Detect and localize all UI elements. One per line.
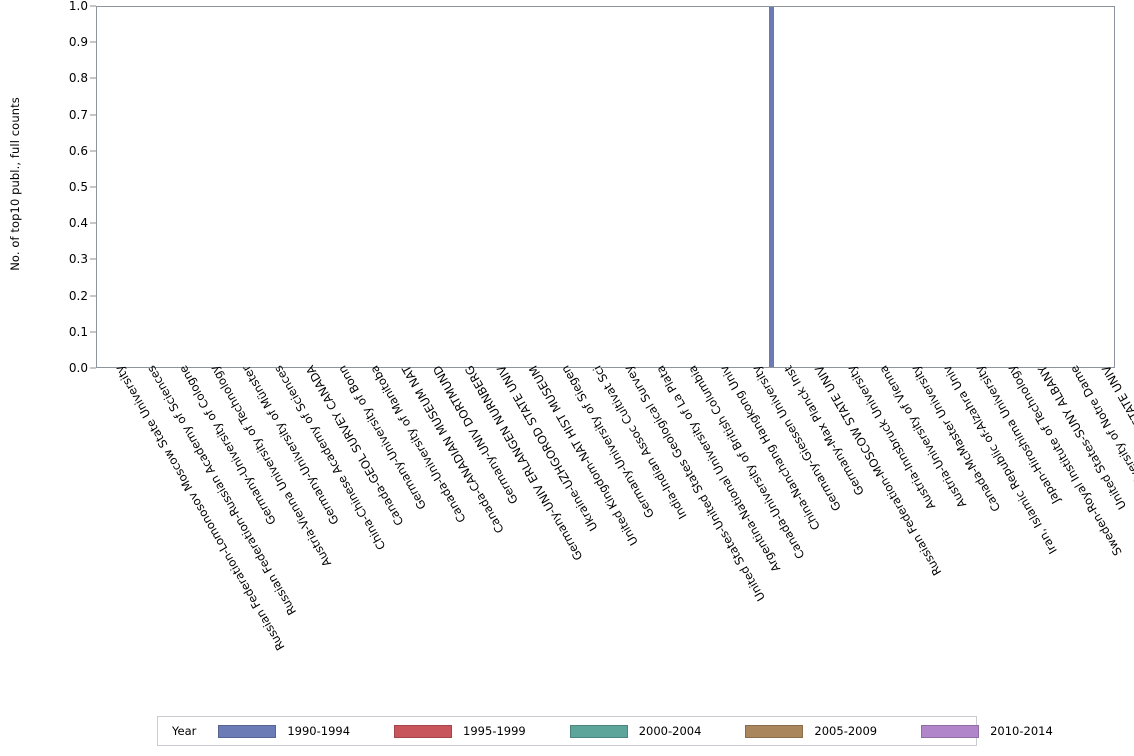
legend-color-swatch — [218, 724, 277, 738]
y-axis-tick-label: 0.6 — [68, 143, 88, 158]
y-axis-tick-mark — [90, 150, 96, 152]
legend-entry[interactable]: 2010-2014 — [921, 724, 1083, 738]
y-axis-tick-mark — [90, 222, 96, 224]
y-axis-tick-label: 0.4 — [68, 216, 88, 231]
y-axis-tick-label: 0.3 — [68, 252, 88, 267]
y-axis-tick-mark — [90, 295, 96, 297]
legend-entry[interactable]: 2005-2009 — [745, 724, 907, 738]
y-axis-tick-mark — [90, 367, 96, 369]
legend-entry-label: 1990-1994 — [287, 724, 351, 738]
y-axis-tick-label: 0.7 — [68, 107, 88, 122]
bar-series-container — [97, 7, 1114, 367]
y-axis-tick-label: 0.1 — [68, 324, 88, 339]
legend-color-swatch — [921, 724, 980, 738]
y-axis-tick-label: 0.2 — [68, 288, 88, 303]
legend-entry-label: 1995-1999 — [463, 724, 526, 738]
legend-entry[interactable]: 1990-1994 — [218, 724, 380, 738]
legend-entry-label: 2010-2014 — [990, 724, 1053, 738]
y-axis-tick-mark — [90, 5, 96, 7]
y-axis-tick-label: 0.5 — [68, 180, 88, 194]
y-axis-tick-label: 0.9 — [68, 35, 88, 50]
y-axis-label: No. of top10 publ., full counts — [8, 97, 22, 271]
legend-entry-label: 2000-2004 — [638, 724, 702, 738]
y-axis-tick-mark — [90, 186, 96, 188]
legend-color-swatch — [394, 724, 453, 738]
y-axis-tick-mark — [90, 41, 96, 43]
legend-entry[interactable]: 1995-1999 — [394, 724, 556, 738]
legend-color-swatch — [569, 724, 628, 738]
legend-entry-label: 2005-2009 — [814, 724, 878, 738]
legend-title: Year — [172, 724, 197, 738]
y-axis-tick-mark — [90, 114, 96, 116]
y-axis-tick-container: 0.0 0.1 0.2 0.3 0.4 0.5 0.6 0.7 0.8 0.9 1.0 — [32, 0, 96, 375]
plot-area — [96, 6, 1115, 368]
y-axis-tick-label: 1.0 — [68, 0, 88, 13]
y-axis-label-container: No. of top10 publ., full counts — [0, 0, 30, 368]
y-axis-tick-mark — [90, 77, 96, 79]
legend-entry[interactable]: 2000-2004 — [569, 724, 732, 738]
bar — [769, 7, 775, 367]
legend-color-swatch — [745, 724, 804, 738]
y-axis-tick-mark — [90, 331, 96, 333]
legend-entry-container: 1990-1994 1995-1999 2000-2004 2005-2009 2010… — [218, 724, 1096, 738]
legend: Year 1990-1994 1995-1999 2000-2004 2005-200… — [157, 716, 1053, 746]
x-axis-tick-label-container: Russian Federation-Lomonosov Moscow Stat… — [96, 363, 1134, 700]
y-axis-tick-label: 0.8 — [68, 71, 88, 86]
y-axis-tick-label: 0.0 — [68, 361, 88, 375]
y-axis-tick-mark — [90, 258, 96, 260]
